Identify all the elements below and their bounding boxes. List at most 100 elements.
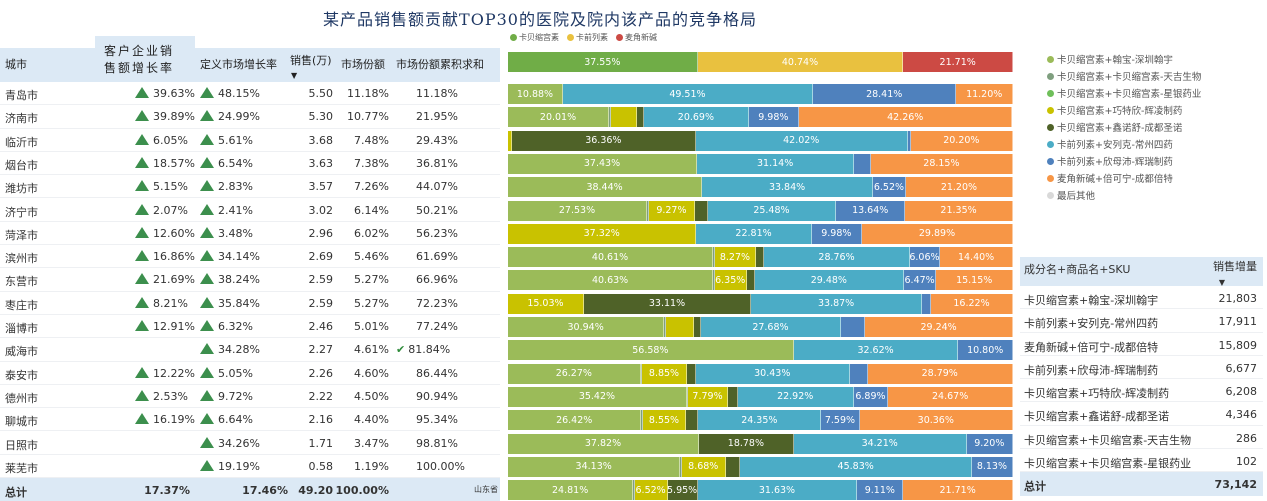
bar-segment[interactable]: 33.84% (702, 177, 873, 198)
bar-segment[interactable]: 8.13% (971, 456, 1013, 477)
bar-segment[interactable]: 33.11% (583, 293, 752, 314)
bar-segment[interactable]: 6.89% (853, 386, 889, 407)
sku-row[interactable]: 卡贝缩宫素+卡贝缩宫素-星银药业 102 (1020, 449, 1263, 473)
bar-segment[interactable]: 37.82% (508, 433, 699, 454)
legend-item[interactable]: 卡贝缩宫素+鑫诺舒-成都圣诺 (1047, 120, 1201, 137)
bar-segment[interactable]: 37.43% (508, 153, 698, 174)
bar-segment[interactable]: 31.63% (697, 480, 858, 500)
table-row[interactable]: 枣庄市 8.21% 35.84% 2.59 5.27% 72.23% (0, 292, 500, 315)
bar-segment[interactable]: 7.79% (688, 386, 728, 407)
bar-segment[interactable]: 40.61% (508, 247, 714, 268)
bar-segment[interactable]: 8.27% (714, 247, 757, 268)
header-cum-share[interactable]: 市场份额累积求和 (396, 58, 484, 71)
bar-segment[interactable]: 28.41% (812, 84, 957, 104)
bar-segment[interactable]: 9.20% (966, 433, 1014, 454)
legend-item[interactable]: 卡贝缩宫素+卡贝缩宫素-星银药业 (1047, 86, 1201, 103)
bar-segment[interactable]: 8.55% (642, 410, 687, 431)
bar-segment[interactable]: 15.15% (936, 270, 1013, 291)
bar-segment[interactable] (693, 317, 702, 337)
bar-segment[interactable]: 29.48% (754, 270, 904, 291)
bar-segment[interactable]: 27.68% (701, 317, 841, 337)
bar-segment[interactable]: 21.71% (903, 52, 1013, 72)
bar-segment[interactable]: 40.74% (697, 52, 904, 72)
bar-segment[interactable]: 27.53% (508, 200, 648, 221)
bar-segment[interactable]: 22.81% (696, 223, 812, 244)
bar-segment[interactable]: 22.92% (737, 386, 854, 407)
bar-segment[interactable] (686, 363, 696, 384)
legend-item[interactable]: 麦角新碱+倍可宁-成都倍特 (1047, 171, 1201, 188)
table-row[interactable]: 莱芜市 19.19% 0.58 1.19% 100.00% (0, 455, 500, 479)
sort-desc-icon[interactable]: ▼ (291, 71, 298, 80)
bar-segment[interactable]: 42.02% (695, 130, 908, 151)
bar-segment[interactable]: 29.24% (865, 317, 1013, 337)
table-row[interactable]: 德州市 2.53% 9.72% 2.22 4.50% 90.94% (0, 385, 500, 409)
bar-segment[interactable]: 37.32% (508, 223, 697, 244)
legend-item[interactable]: 卡前列素 (567, 32, 608, 43)
table-row[interactable]: 东营市 21.69% 38.24% 2.59 5.27% 66.96% (0, 268, 500, 292)
bar-segment[interactable] (610, 107, 637, 128)
table-row[interactable]: 滨州市 16.86% 34.14% 2.69 5.46% 61.69% (0, 245, 500, 269)
legend-item[interactable]: 卡贝缩宫素 (510, 32, 559, 43)
bar-segment[interactable] (746, 270, 755, 291)
bar-segment[interactable] (922, 293, 932, 314)
header-city[interactable]: 城市 (5, 58, 27, 71)
legend-item[interactable]: 卡贝缩宫素+卡贝缩宫素-天吉生物 (1047, 69, 1201, 86)
bar-segment[interactable] (849, 363, 868, 384)
bar-segment[interactable]: 10.88% (508, 84, 563, 104)
bar-segment[interactable]: 28.76% (764, 247, 910, 268)
bar-segment[interactable]: 21.20% (905, 177, 1013, 198)
bar-segment[interactable]: 31.14% (697, 153, 855, 174)
table-row[interactable]: 聊城市 16.19% 6.64% 2.16 4.40% 95.34% (0, 408, 500, 432)
bar-segment[interactable]: 6.47% (903, 270, 937, 291)
bar-segment[interactable]: 21.35% (905, 200, 1013, 221)
bar-segment[interactable] (665, 317, 694, 337)
bar-segment[interactable]: 20.69% (644, 107, 749, 128)
bar-segment[interactable]: 26.27% (508, 363, 641, 384)
header-mkt-growth[interactable]: 定义市场增长率 (200, 58, 277, 71)
bar-segment[interactable]: 33.87% (751, 293, 923, 314)
bar-segment[interactable] (641, 410, 643, 431)
bar-segment[interactable] (725, 456, 741, 477)
bar-segment[interactable]: 9.11% (857, 480, 904, 500)
bar-segment[interactable]: 6.06% (909, 247, 941, 268)
bar-segment[interactable] (854, 153, 871, 174)
bar-segment[interactable]: 28.79% (867, 363, 1013, 384)
bar-segment[interactable] (686, 386, 689, 407)
bar-segment[interactable]: 30.94% (508, 317, 665, 337)
bar-segment[interactable] (680, 456, 682, 477)
bar-segment[interactable] (647, 200, 649, 221)
header-sku[interactable]: 成分名+商品名+SKU (1024, 263, 1131, 276)
sku-row[interactable]: 卡贝缩宫素+鑫诺舒-成都圣诺 4,346 (1020, 402, 1263, 426)
table-row[interactable]: 菏泽市 12.60% 3.48% 2.96 6.02% 56.23% (0, 222, 500, 246)
legend-item[interactable]: 卡贝缩宫素+巧特欣-辉凌制药 (1047, 103, 1201, 120)
bar-segment[interactable]: 30.43% (695, 363, 850, 384)
header-share[interactable]: 市场份额 (341, 58, 385, 71)
bar-segment[interactable]: 38.44% (508, 177, 703, 198)
bar-segment[interactable]: 56.58% (508, 340, 794, 361)
bar-segment[interactable]: 37.55% (508, 52, 698, 72)
bar-segment[interactable]: 40.63% (508, 270, 714, 291)
bar-segment[interactable]: 34.13% (508, 456, 681, 477)
bar-segment[interactable]: 32.62% (793, 340, 959, 361)
legend-item[interactable]: 卡前列素+安列克-常州四药 (1047, 137, 1201, 154)
bar-segment[interactable]: 34.21% (793, 433, 967, 454)
bar-segment[interactable]: 21.71% (903, 480, 1013, 500)
bar-segment[interactable]: 6.52% (634, 480, 668, 500)
bar-segment[interactable]: 6.52% (873, 177, 906, 198)
bar-segment[interactable] (713, 270, 715, 291)
bar-segment[interactable] (636, 107, 645, 128)
bar-segment[interactable]: 6.35% (714, 270, 747, 291)
bar-segment[interactable]: 9.27% (648, 200, 696, 221)
bar-segment[interactable] (713, 247, 715, 268)
table-row[interactable]: 烟台市 18.57% 6.54% 3.63 7.38% 36.81% (0, 152, 500, 176)
bar-segment[interactable]: 20.01% (508, 107, 610, 128)
bar-segment[interactable]: 7.59% (821, 410, 860, 431)
bar-segment[interactable]: 14.40% (940, 247, 1013, 268)
table-row[interactable]: 泰安市 12.22% 5.05% 2.26 4.60% 86.44% (0, 362, 500, 385)
bar-segment[interactable]: 24.67% (888, 386, 1013, 407)
bar-segment[interactable]: 20.20% (910, 130, 1013, 151)
sku-row[interactable]: 麦角新碱+倍可宁-成都倍特 15,809 (1020, 333, 1263, 356)
bar-segment[interactable]: 30.36% (859, 410, 1013, 431)
bar-segment[interactable] (686, 410, 699, 431)
bar-segment[interactable] (907, 130, 911, 151)
